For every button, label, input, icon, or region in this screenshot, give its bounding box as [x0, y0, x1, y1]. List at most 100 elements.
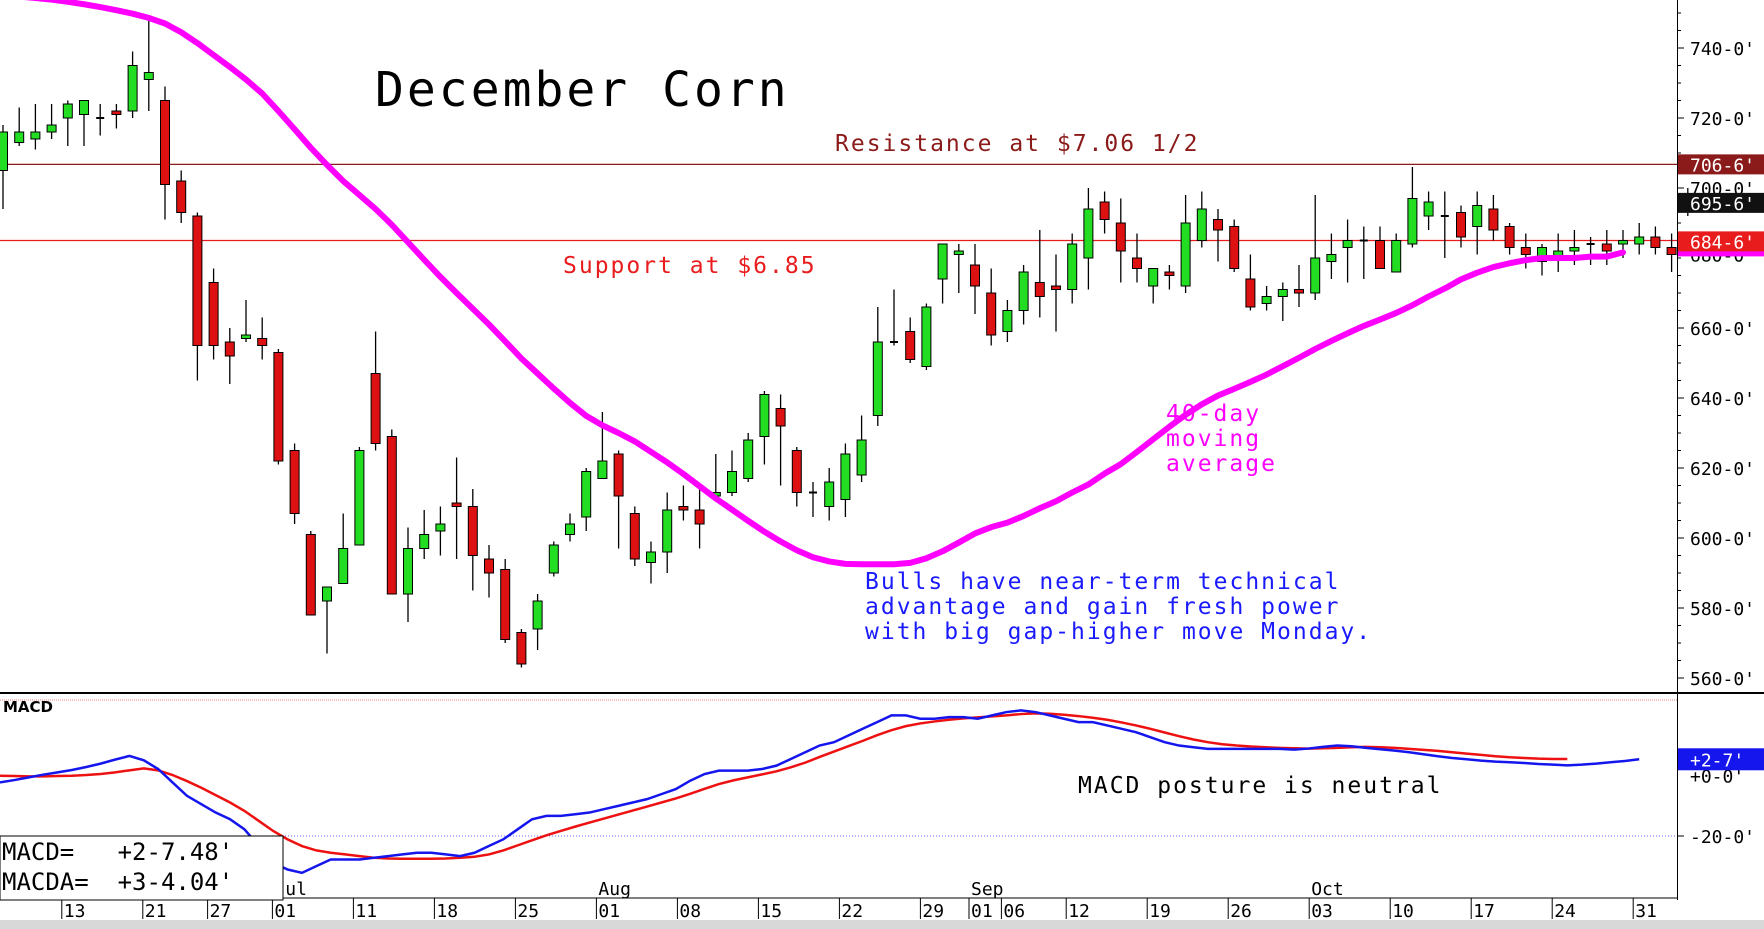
x-tick-label: 27	[210, 901, 232, 922]
candle-body	[1213, 219, 1223, 231]
candle	[322, 586, 332, 654]
candle	[1067, 233, 1078, 304]
candle-body	[1180, 222, 1191, 287]
candle-body	[1537, 247, 1547, 262]
x-tick-label: 10	[1392, 901, 1414, 922]
price-marker-box	[1678, 192, 1764, 213]
price-axis-ticks: 740-0'720-0'700-0'660-0'640-0'620-0'600-…	[1677, 12, 1755, 690]
candle	[1504, 223, 1515, 255]
candle-body	[1229, 226, 1240, 269]
x-tick-label: 26	[1230, 901, 1252, 922]
candle	[1310, 195, 1321, 300]
price-marker-box	[1678, 231, 1764, 252]
ma-annotation: 40-day moving average	[1166, 401, 1275, 477]
x-month-label: Sep	[971, 879, 1004, 900]
bulls-annotation-line-2: advantage and gain fresh power	[865, 594, 1340, 620]
price-marker-label: 684-6'	[1690, 232, 1755, 253]
price-marker-box	[1678, 154, 1764, 175]
candle	[143, 16, 154, 111]
macd-readout-box	[0, 835, 284, 901]
candle	[451, 457, 462, 559]
candle-body	[646, 551, 656, 563]
candle	[370, 331, 381, 451]
candle	[890, 289, 898, 346]
candle	[1180, 195, 1191, 293]
candle	[354, 447, 365, 546]
macd-axis-ticks: -20-0' +0-0'+2-7'	[1677, 748, 1764, 848]
candle-body	[208, 282, 219, 346]
candle	[872, 307, 883, 426]
candle-body	[386, 436, 397, 595]
candle-body	[79, 100, 89, 115]
candle	[1229, 219, 1240, 272]
candle	[905, 317, 916, 363]
candle-body	[824, 481, 835, 507]
candle-body	[500, 569, 511, 640]
x-tick-label: 12	[1068, 901, 1090, 922]
candle	[273, 349, 284, 465]
candle-body	[548, 544, 559, 574]
candle	[678, 485, 689, 521]
candle-body	[662, 509, 673, 553]
candle-body	[289, 450, 300, 514]
ma-value-marker	[1678, 247, 1764, 257]
candle-body	[30, 131, 41, 140]
candle-body	[565, 523, 575, 535]
candlesticks	[0, 16, 1692, 668]
candle-body	[1115, 222, 1126, 252]
candle-body	[872, 341, 883, 416]
candle-body	[1504, 226, 1515, 248]
candle-body	[127, 65, 138, 112]
x-tick-label: 15	[760, 901, 782, 922]
candle-body	[1294, 289, 1304, 294]
candle-body	[1618, 240, 1628, 245]
candle	[224, 328, 235, 384]
candle	[160, 86, 170, 220]
price-markers: 706-6' 695-6' 684-6'	[1678, 154, 1764, 257]
candle-body	[1261, 296, 1272, 304]
macd-annotation: MACD posture is neutral	[1078, 773, 1443, 799]
bottom-scrollbar[interactable]	[0, 920, 1764, 929]
x-tick-label: 08	[679, 901, 701, 922]
candle-body	[1634, 236, 1645, 245]
candle	[743, 433, 754, 482]
x-tick-label: 21	[145, 901, 167, 922]
x-tick-label: 13	[64, 901, 86, 922]
candle	[435, 506, 446, 556]
candle-body	[160, 100, 170, 185]
candle-body	[451, 502, 462, 507]
candle-body	[743, 439, 754, 479]
ma-annotation-line-1: 40-day	[1166, 401, 1261, 427]
candle	[1148, 268, 1159, 304]
candle	[1196, 191, 1207, 248]
candle	[1034, 230, 1045, 318]
candle	[1245, 254, 1256, 311]
candle-body	[1196, 208, 1207, 241]
candle	[1391, 233, 1402, 273]
candle-body	[14, 131, 25, 143]
candle-body	[143, 72, 154, 80]
macd-panel-title: MACD	[3, 698, 53, 716]
candle-body	[840, 453, 851, 500]
candle-body	[435, 523, 446, 532]
candle-body	[354, 450, 365, 546]
candle-body	[322, 586, 332, 602]
candle	[1083, 188, 1094, 290]
candle	[856, 415, 867, 482]
candle-body	[1472, 205, 1483, 227]
candle	[1342, 219, 1353, 283]
candle	[386, 429, 397, 595]
candle-body	[1569, 247, 1580, 252]
candle-body	[467, 506, 478, 556]
candle	[1650, 226, 1661, 255]
candle	[629, 506, 640, 566]
bulls-annotation: Bulls have near-term technical advantage…	[865, 569, 1370, 645]
candle	[500, 559, 511, 643]
candle-body	[1083, 208, 1094, 259]
price-marker-label: 706-6'	[1690, 155, 1755, 176]
price-tick-label: 620-0'	[1690, 459, 1755, 480]
candle	[127, 51, 138, 118]
candle	[1423, 191, 1434, 230]
candle	[1488, 195, 1499, 241]
